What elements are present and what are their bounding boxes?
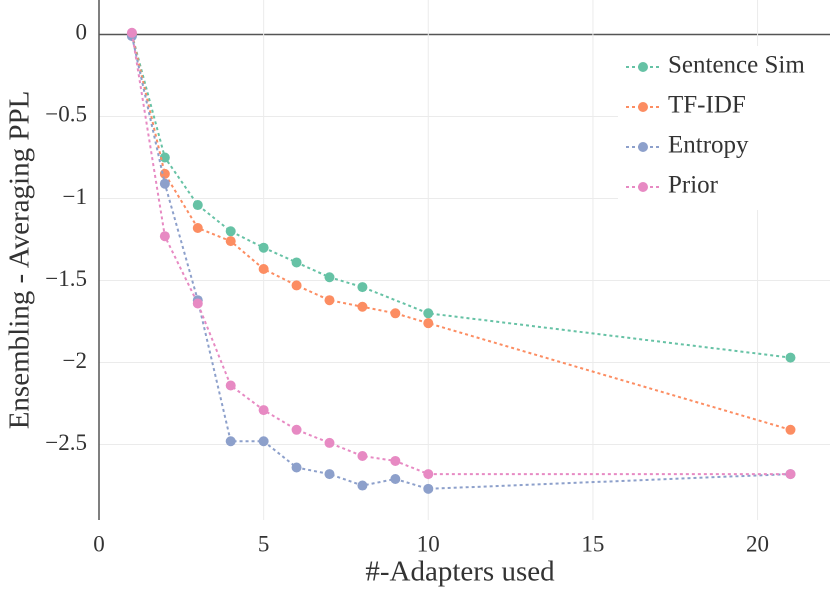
data-point <box>225 236 236 247</box>
data-point <box>291 280 302 291</box>
data-point <box>390 308 401 319</box>
y-tick-label: 0 <box>76 20 88 45</box>
data-point <box>258 405 269 416</box>
data-point <box>423 469 434 480</box>
x-axis-label: #-Adapters used <box>365 556 555 588</box>
legend-swatch-dot <box>638 62 648 72</box>
data-point <box>258 264 269 275</box>
data-point <box>357 301 368 312</box>
x-tick-label: 5 <box>258 531 270 556</box>
data-point <box>159 168 170 179</box>
data-point <box>357 480 368 491</box>
data-point <box>225 380 236 391</box>
legend-label: TF-IDF <box>668 92 746 119</box>
y-tick-label: −1 <box>63 184 87 209</box>
legend-label: Entropy <box>668 132 749 159</box>
data-point <box>324 295 335 306</box>
x-tick-label: 10 <box>417 531 440 556</box>
data-point <box>225 226 236 237</box>
data-point <box>324 272 335 283</box>
data-point <box>126 27 137 38</box>
data-point <box>159 152 170 163</box>
series-line <box>130 32 791 476</box>
legend-label: Prior <box>668 172 719 199</box>
data-point <box>785 469 796 480</box>
x-tick-label: 0 <box>93 531 105 556</box>
data-point <box>225 436 236 447</box>
data-point <box>390 455 401 466</box>
data-point <box>291 462 302 473</box>
legend-box <box>618 46 830 210</box>
y-tick-label: −2 <box>63 348 87 373</box>
data-point <box>192 223 203 234</box>
legend: Sentence Sim TF-IDF Entropy Prior <box>618 46 830 210</box>
data-point <box>357 282 368 293</box>
data-point <box>192 298 203 309</box>
x-tick-label: 20 <box>746 531 769 556</box>
data-point <box>258 242 269 253</box>
data-point <box>324 437 335 448</box>
data-point <box>258 436 269 447</box>
data-point <box>291 257 302 268</box>
legend-label: Sentence Sim <box>668 52 805 79</box>
data-point <box>423 308 434 319</box>
x-tick-label: 15 <box>581 531 604 556</box>
data-point <box>159 231 170 242</box>
data-point <box>159 178 170 189</box>
data-point <box>423 483 434 494</box>
legend-swatch-dot <box>638 182 648 192</box>
legend-swatch-dot <box>638 102 648 112</box>
legend-swatch-dot <box>638 142 648 152</box>
data-point <box>357 451 368 462</box>
y-tick-label: −0.5 <box>45 102 87 127</box>
y-tick-label: −1.5 <box>45 266 87 291</box>
y-axis-label: Ensembling - Averaging PPL <box>4 91 36 430</box>
y-tick-label: −2.5 <box>45 430 87 455</box>
data-point <box>192 200 203 211</box>
data-point <box>785 352 796 363</box>
series-line <box>130 34 791 359</box>
data-point <box>324 469 335 480</box>
data-point <box>785 424 796 435</box>
data-point <box>291 424 302 435</box>
data-point <box>423 318 434 329</box>
data-point <box>390 473 401 484</box>
